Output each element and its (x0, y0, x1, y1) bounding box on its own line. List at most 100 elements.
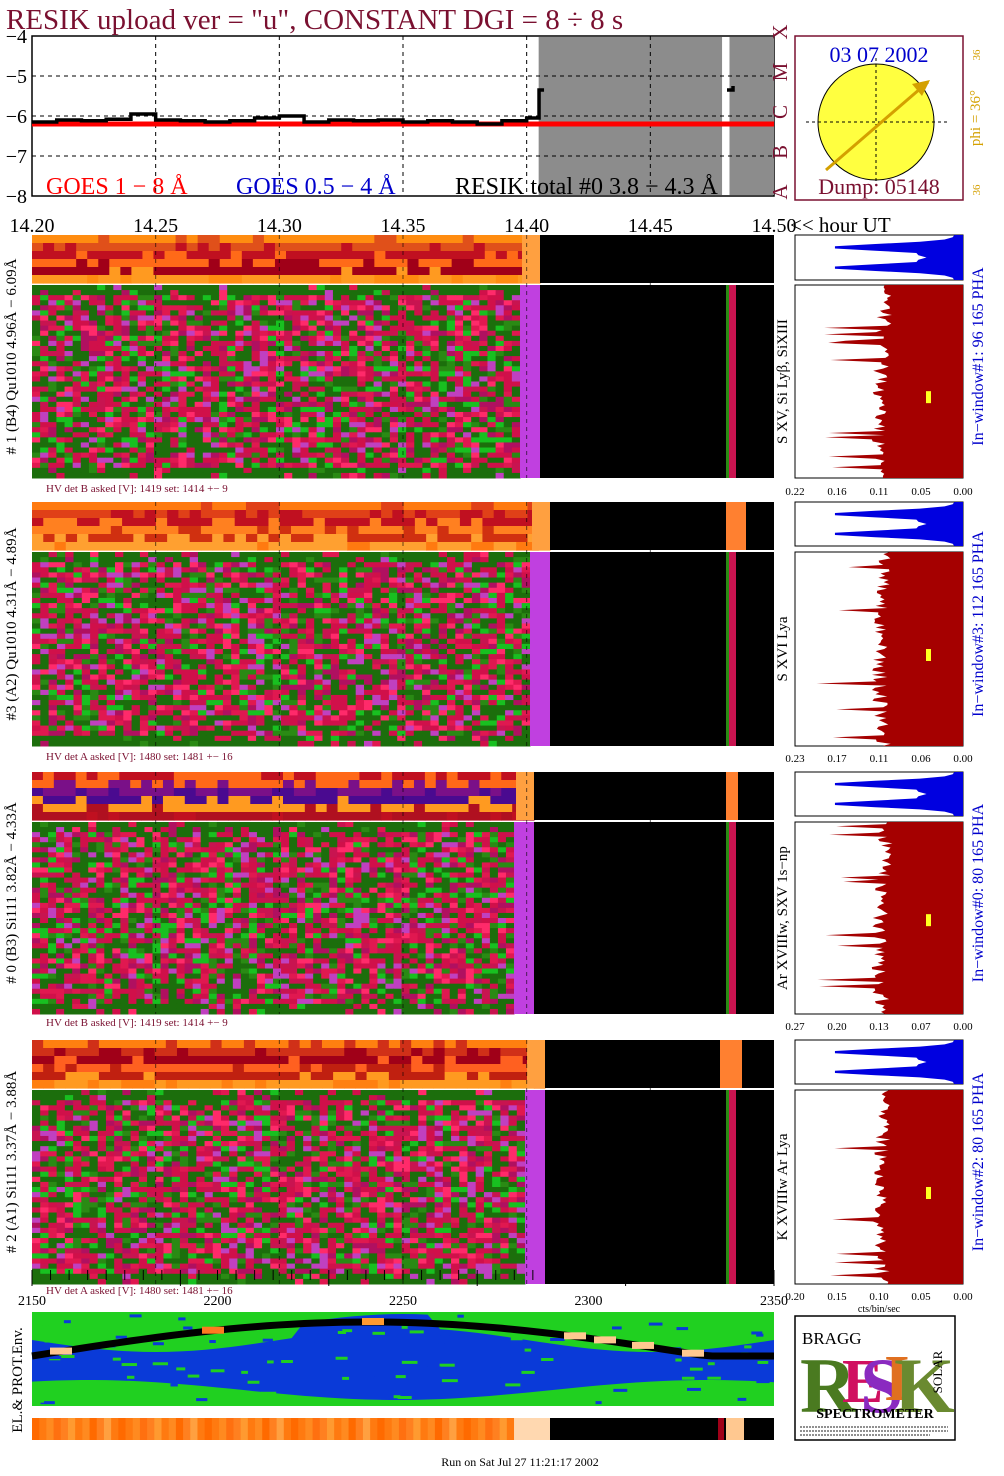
spectrum-image-cell (129, 356, 139, 362)
spectrum-image-cell (373, 376, 383, 382)
spectrum-image-cell (32, 577, 41, 584)
spectrum-image-cell (202, 305, 212, 311)
spectrum-image-cell (380, 552, 390, 558)
spectrum-image-cell (471, 643, 481, 650)
spectrum-image-cell (40, 633, 50, 640)
spectrum-image-cell (284, 427, 293, 433)
spectrum-image-cell (90, 577, 99, 584)
spectrum-image-cell (222, 643, 232, 650)
spectrum-image-cell (430, 422, 440, 428)
spectrum-image-cell (88, 462, 98, 469)
spectrum-image-cell (479, 340, 488, 347)
spectrum-image-cell (148, 572, 157, 579)
spectrum-image-cell (316, 406, 326, 413)
spectrum-strip-cell (374, 243, 386, 252)
spectrum-image-cell (511, 345, 521, 352)
spectrum-image-cell (189, 618, 199, 624)
spectrum-image-cell (406, 386, 415, 393)
spectrum-image-cell (397, 613, 406, 619)
spectrum-image-cell (115, 628, 124, 635)
spectrum-image-cell (129, 417, 139, 423)
spectrum-image-cell (222, 664, 232, 670)
spectrum-strip-cell (504, 510, 517, 519)
spectrum-image-cell (414, 396, 423, 403)
spectrum-image-cell (413, 613, 423, 619)
spectrum-image-cell (381, 391, 391, 398)
spectrum-strip-cell (120, 235, 132, 244)
spectrum-image-cell (284, 300, 293, 306)
spectrum-image-cell (430, 376, 440, 382)
spectrum-image-cell (521, 582, 531, 589)
spectrum-strip-cell (175, 235, 188, 244)
spectrum-image-cell (480, 705, 489, 711)
spectrum-image-cell (231, 659, 240, 665)
spectrum-image-cell (330, 679, 340, 686)
spectrum-image-cell (422, 320, 432, 327)
spectrum-strip-cell (381, 510, 393, 519)
spectrum-image-cell (148, 679, 157, 686)
spectrum-strip-cell (429, 259, 442, 268)
spectrum-strip-cell (98, 235, 110, 244)
spectrum-image-cell (56, 442, 66, 449)
spectrum-image-cell (186, 386, 196, 393)
detector-panel: HV det B asked [V]: 1419 set: 1414 +− 9#… (4, 234, 987, 498)
spectrum-image-cell (264, 700, 274, 706)
spectrum-strip-cell (54, 267, 66, 276)
spectrum-image-cell (145, 366, 155, 372)
spectrum-image-cell (308, 442, 318, 449)
spectrum-image-cell (372, 684, 382, 691)
spectrum-image-cell (305, 618, 315, 624)
spectrum-image-cell (324, 345, 334, 352)
spectrum-image-cell (380, 669, 390, 676)
spectrum-image-cell (145, 381, 155, 388)
spectrum-image-cell (48, 462, 57, 469)
spectrum-image-cell (414, 417, 423, 423)
spectrum-image-cell (503, 427, 513, 433)
spectrum-strip-cell (32, 259, 44, 268)
spectrum-image-cell (202, 422, 212, 428)
spectrum-image-cell (80, 315, 90, 322)
spectrum-image-cell (243, 351, 253, 357)
spectrum-image-cell (162, 325, 171, 332)
spectrum-image-cell (48, 679, 58, 686)
spectrum-image-cell (214, 628, 224, 635)
spectrum-image-cell (438, 310, 448, 316)
spectrum-image-cell (131, 669, 141, 676)
spectrum-image-cell (272, 582, 282, 589)
spectrum-image-cell (314, 669, 323, 676)
spectrum-image-cell (139, 674, 149, 681)
spectrum-strip-cell (230, 235, 243, 244)
spectrum-image-cell (198, 700, 207, 706)
spectrum-image-cell (397, 654, 406, 660)
spectrum-image-cell (194, 391, 204, 398)
spectrum-image-cell (206, 597, 216, 604)
spectrum-image-cell (219, 290, 228, 296)
spectrum-image-cell (300, 351, 310, 357)
spectrum-image-cell (349, 366, 358, 372)
spectrum-image-cell (447, 643, 456, 650)
spectrum-image-cell (88, 396, 98, 403)
spectrum-image-cell (292, 356, 301, 362)
spectrum-strip-cell (516, 526, 529, 535)
spectrum-image-cell (40, 582, 50, 589)
spectrum-image-cell (339, 582, 348, 589)
spectrum-image-cell (106, 674, 116, 681)
spectrum-strip-cell (208, 275, 221, 284)
spectrum-strip-cell (178, 542, 191, 551)
spectrum-image-cell (314, 694, 323, 701)
spectrum-strip-cell (482, 526, 495, 535)
spectrum-strip-cell (43, 518, 56, 527)
spectrum-image-cell (463, 720, 473, 727)
spectrum-image-cell (405, 592, 415, 599)
spectrum-image-cell (495, 361, 505, 367)
spectrum-image-cell (222, 562, 232, 568)
spectrum-image-cell (389, 472, 399, 479)
spectrum-image-cell (314, 643, 323, 650)
spectrum-image-cell (308, 467, 318, 474)
spectrum-image-cell (413, 638, 423, 645)
spectrum-image-cell (281, 628, 290, 635)
spectrum-image-cell (422, 411, 432, 418)
spectrum-image-cell (438, 472, 448, 479)
spectrum-image-cell (56, 557, 66, 563)
spectrum-image-cell (267, 340, 277, 347)
